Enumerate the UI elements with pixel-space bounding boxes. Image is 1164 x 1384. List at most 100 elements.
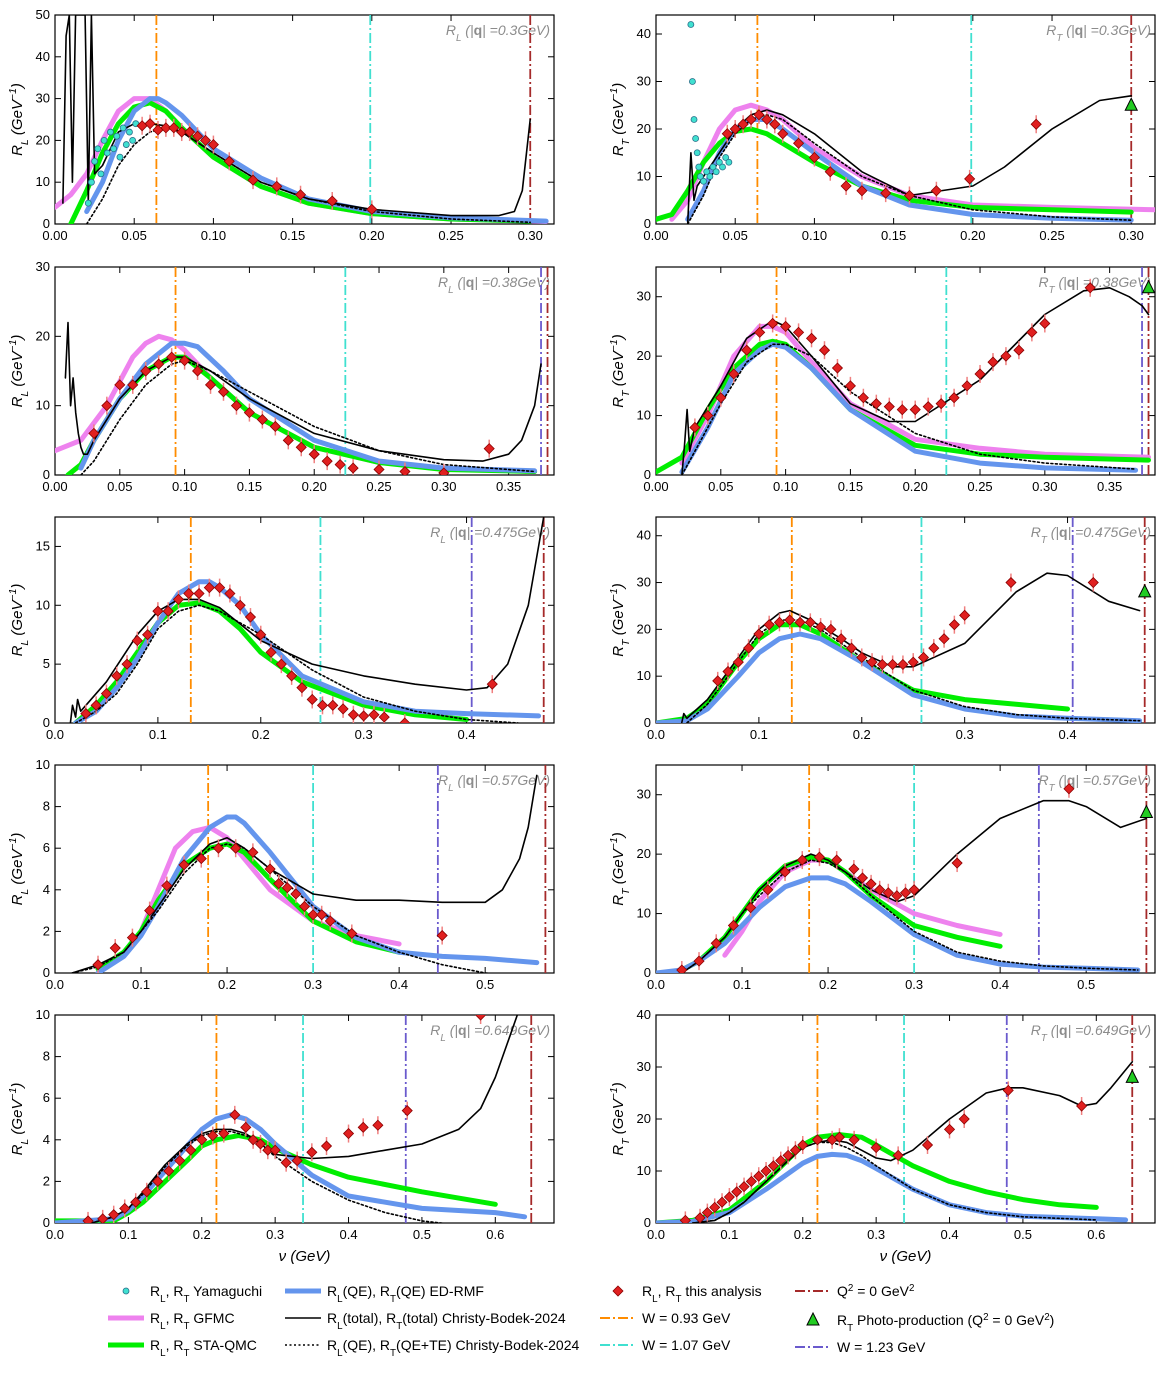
analysis-point: [974, 368, 986, 380]
gfmc-curve: [55, 333, 538, 474]
x-tick-label: 0.15: [237, 479, 262, 494]
panel-t-q038: 0.00 0.05 0.10 0.15 0.20 0.25 0.30 0.35 0 10 20 30 R…: [608, 266, 1156, 494]
analysis-point: [286, 670, 298, 682]
x-tick-label: 0.4: [339, 1227, 357, 1242]
x-tick-label: 0.30: [431, 479, 456, 494]
yamaguchi-point: [692, 135, 700, 142]
analysis-point: [722, 665, 734, 678]
panel-q-label: RT (|q| =0.38GeV): [1038, 274, 1151, 296]
analysis-point: [347, 709, 359, 721]
analysis-point: [701, 1207, 713, 1219]
analysis-point: [436, 929, 448, 942]
x-tick-label: 0.30: [1119, 228, 1144, 243]
yamaguchi-point: [706, 173, 714, 180]
cb-qe-curve: [90, 1130, 448, 1223]
analysis-point: [372, 1119, 384, 1131]
y-tick-label: 5: [43, 656, 50, 671]
analysis-point: [1000, 350, 1012, 362]
analysis-point: [168, 122, 180, 134]
x-tick-label: 0.0: [647, 727, 665, 742]
analysis-point: [192, 130, 204, 142]
analysis-point: [712, 675, 724, 687]
y-axis-label: RT (GeV−1): [608, 334, 632, 407]
x-tick-label: 0.3: [956, 727, 974, 742]
y-tick-label: 4: [43, 1132, 50, 1147]
legend-label: RL(total), RT(total) Christy-Bodek-2024: [327, 1310, 566, 1332]
panel-t-q0475: 0.0 0.1 0.2 0.3 0.4 0 10 20 30 40 RT (GeV−1) RT (|q…: [608, 516, 1156, 742]
analysis-point: [247, 174, 259, 186]
analysis-point: [874, 884, 886, 896]
analysis-point: [896, 404, 908, 416]
y-tick-label: 10: [637, 1163, 651, 1178]
cb-qe-curve: [686, 114, 1132, 224]
x-tick-label: 0.0: [46, 727, 64, 742]
analysis-point: [193, 587, 205, 600]
analysis-point: [203, 582, 215, 594]
axes-frame: [655, 266, 1156, 476]
y-tick-label: 50: [36, 7, 50, 22]
analysis-point: [255, 629, 267, 641]
analysis-point: [856, 185, 868, 197]
analysis-point: [710, 937, 722, 949]
photo-point: [1124, 97, 1139, 111]
analysis-point: [161, 880, 173, 892]
y-tick-label: 0: [43, 467, 50, 482]
analysis-point: [88, 427, 100, 439]
axes-frame: [54, 516, 555, 724]
x-tick-label: 0.2: [193, 1227, 211, 1242]
panel-q-label: RT (|q| =0.57GeV): [1038, 772, 1151, 794]
analysis-point: [693, 955, 705, 967]
analysis-point: [144, 905, 156, 917]
analysis-point: [152, 1175, 164, 1187]
analysis-point: [922, 401, 934, 413]
analysis-point: [121, 658, 133, 670]
analysis-point: [793, 326, 805, 338]
panel-t-q03: 0.00 0.05 0.10 0.15 0.20 0.25 0.30 0 10 20 30 40 RT …: [608, 14, 1156, 243]
y-tick-label: 10: [637, 668, 651, 683]
y-tick-label: 0: [43, 216, 50, 231]
cb-qe-curve: [85, 127, 532, 224]
analysis-point: [760, 1165, 772, 1177]
analysis-point: [308, 448, 320, 460]
x-tick-label: 0.00: [42, 228, 67, 243]
yamaguchi-point: [690, 116, 698, 123]
analysis-point: [291, 1155, 303, 1167]
yamaguchi-point: [88, 178, 95, 186]
analysis-point: [160, 122, 172, 134]
photo-point: [1137, 583, 1152, 598]
analysis-point: [753, 628, 765, 640]
analysis-point: [172, 593, 185, 605]
analysis-point: [773, 616, 786, 628]
analysis-point: [958, 1113, 970, 1125]
yamaguchi-point: [94, 145, 102, 153]
analysis-point: [767, 1160, 779, 1172]
legend-marker: [612, 1285, 624, 1297]
analysis-point: [961, 380, 973, 392]
analysis-point: [762, 884, 774, 896]
x-tick-label: 0.30: [1032, 479, 1057, 494]
analysis-point: [207, 1130, 219, 1142]
analysis-point: [264, 863, 276, 875]
axes-frame: [655, 14, 1156, 225]
analysis-point: [987, 356, 999, 368]
yamaguchi-point: [103, 149, 111, 157]
analysis-point: [782, 1149, 794, 1161]
analysis-point: [887, 658, 899, 671]
y-tick-label: 6: [43, 1090, 50, 1105]
x-tick-label: 0.30: [518, 228, 543, 243]
panel-q-label: RT (|q| =0.475GeV): [1031, 524, 1151, 546]
x-tick-label: 0.3: [304, 977, 322, 992]
y-tick-label: 30: [637, 74, 651, 89]
analysis-point: [763, 619, 775, 631]
analysis-point: [114, 379, 126, 391]
x-axis-label: ν (GeV): [880, 1248, 932, 1265]
analysis-point: [811, 1134, 824, 1146]
y-tick-label: 30: [36, 259, 50, 274]
analysis-point: [784, 614, 796, 626]
y-tick-label: 20: [36, 132, 50, 147]
legend-item-cb_qe: RL(QE), RT(QE+TE) Christy-Bodek-2024: [285, 1337, 579, 1359]
legend-marker: [806, 1311, 820, 1326]
edrmf-curve: [656, 631, 1143, 723]
analysis-point: [728, 368, 740, 380]
analysis-point: [243, 407, 255, 419]
